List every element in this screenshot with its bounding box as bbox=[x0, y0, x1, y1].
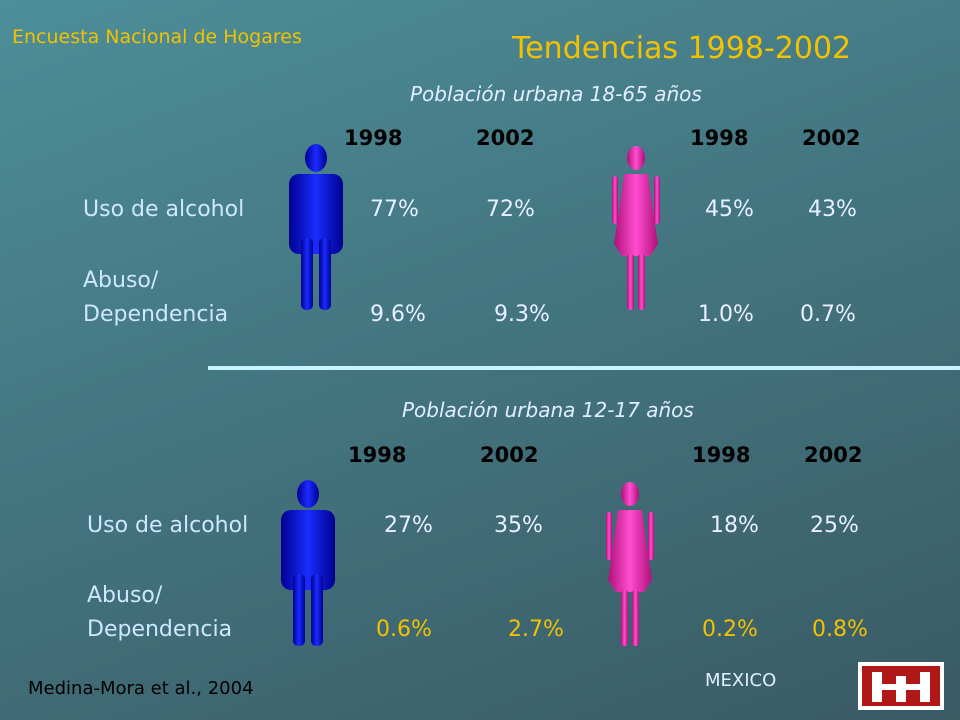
value: 9.3% bbox=[494, 302, 550, 327]
row-label: Abuso/ bbox=[83, 268, 159, 293]
year-header: 2002 bbox=[802, 126, 861, 150]
male-icon bbox=[281, 480, 335, 646]
year-header: 2002 bbox=[804, 443, 863, 467]
value: 2.7% bbox=[508, 617, 564, 642]
value: 25% bbox=[810, 513, 859, 538]
row-label: Dependencia bbox=[83, 302, 229, 327]
value: 77% bbox=[370, 197, 419, 222]
year-header: 1998 bbox=[692, 443, 751, 467]
row-label: Dependencia bbox=[87, 617, 233, 642]
logo bbox=[858, 662, 944, 710]
value: 18% bbox=[710, 513, 759, 538]
row-label: Uso de alcohol bbox=[83, 197, 245, 222]
year-header: 1998 bbox=[690, 126, 749, 150]
value: 43% bbox=[808, 197, 857, 222]
year-header: 1998 bbox=[348, 443, 407, 467]
year-header: 2002 bbox=[480, 443, 539, 467]
value: 0.8% bbox=[812, 617, 868, 642]
value: 0.2% bbox=[702, 617, 758, 642]
female-icon bbox=[612, 146, 660, 310]
year-header: 1998 bbox=[344, 126, 403, 150]
male-icon bbox=[289, 144, 343, 310]
row-label: Abuso/ bbox=[87, 583, 163, 608]
value: 72% bbox=[486, 197, 535, 222]
row-label: Uso de alcohol bbox=[87, 513, 249, 538]
value: 0.6% bbox=[376, 617, 432, 642]
year-header: 2002 bbox=[476, 126, 535, 150]
value: 9.6% bbox=[370, 302, 426, 327]
value: 27% bbox=[384, 513, 433, 538]
female-icon bbox=[606, 482, 654, 646]
subtitle: Población urbana 18-65 años bbox=[410, 82, 702, 106]
subtitle: Población urbana 12-17 años bbox=[402, 398, 694, 422]
title: Tendencias 1998-2002 bbox=[512, 31, 852, 66]
value: 45% bbox=[705, 197, 754, 222]
value: 35% bbox=[494, 513, 543, 538]
country: MEXICO bbox=[705, 670, 777, 691]
value: 0.7% bbox=[800, 302, 856, 327]
source: Encuesta Nacional de Hogares bbox=[12, 26, 302, 48]
value: 1.0% bbox=[698, 302, 754, 327]
citation: Medina-Mora et al., 2004 bbox=[28, 678, 254, 699]
